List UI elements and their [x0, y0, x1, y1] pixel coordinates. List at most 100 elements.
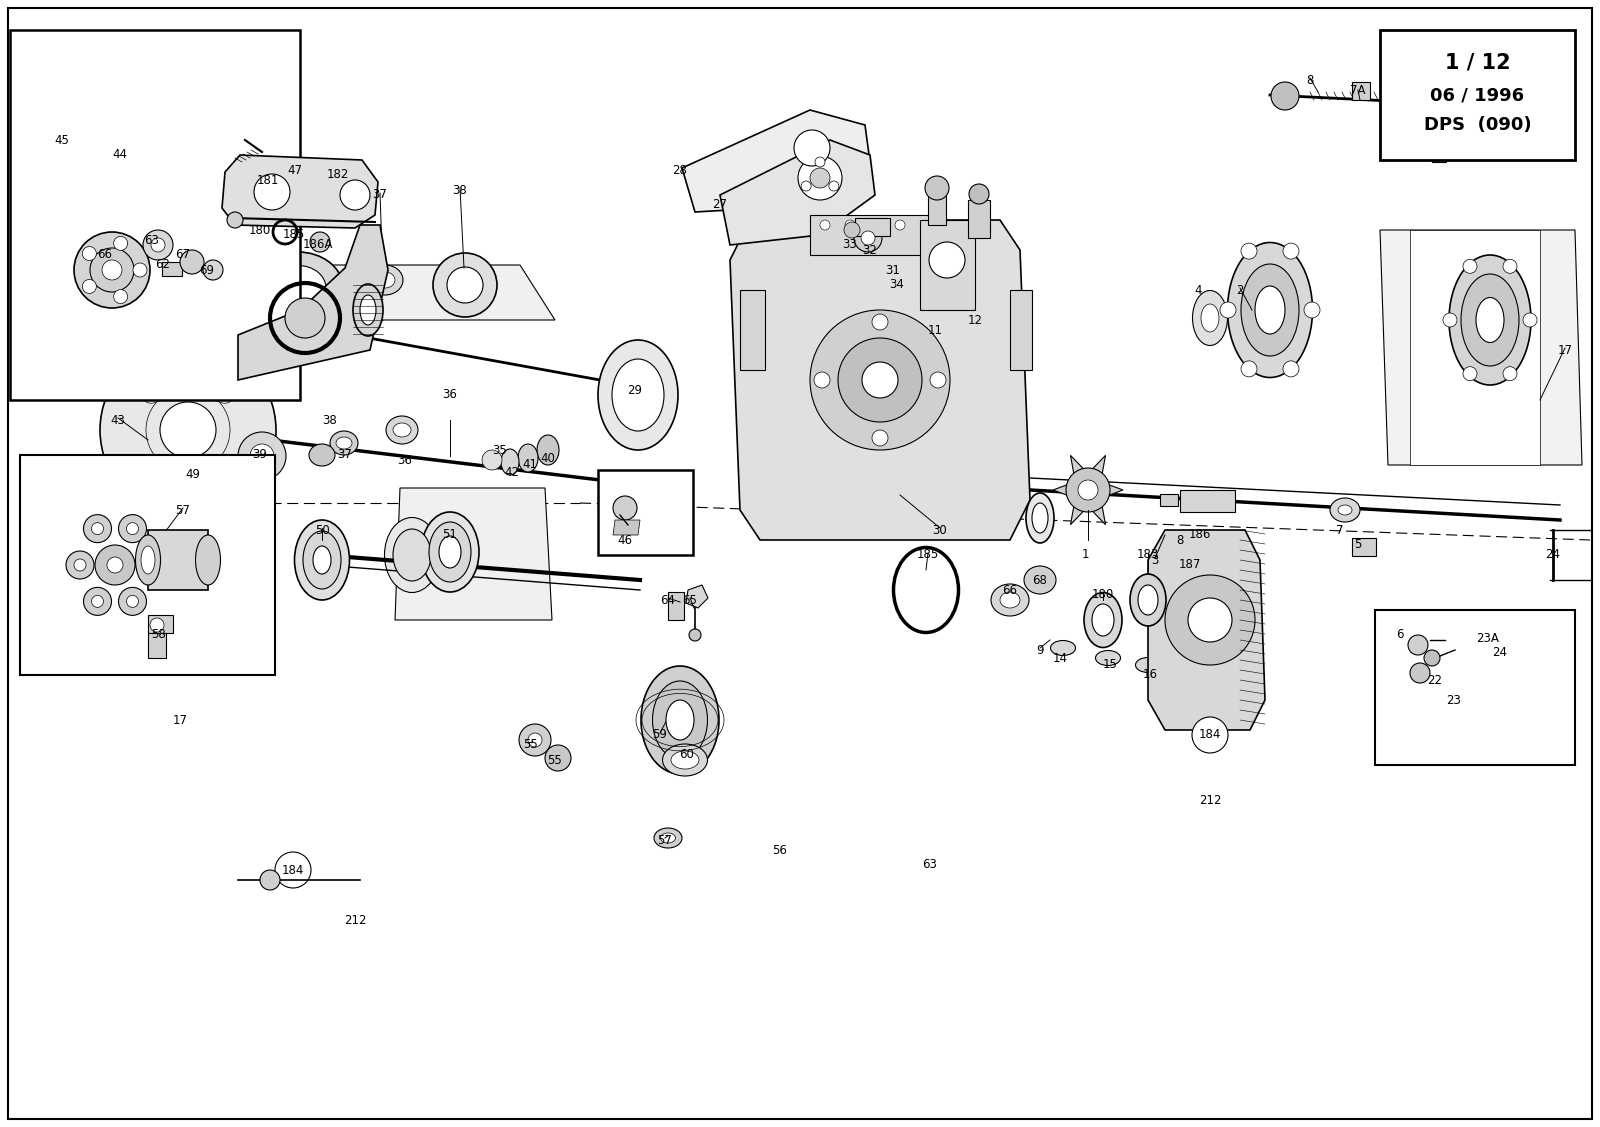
- Text: 42: 42: [504, 465, 520, 479]
- Circle shape: [1078, 480, 1098, 500]
- Circle shape: [1502, 259, 1517, 274]
- Ellipse shape: [136, 535, 160, 585]
- Circle shape: [854, 224, 882, 252]
- Text: 11: 11: [928, 323, 942, 337]
- Text: 49: 49: [186, 469, 200, 481]
- Circle shape: [142, 230, 173, 260]
- Circle shape: [862, 362, 898, 398]
- Ellipse shape: [1026, 492, 1054, 543]
- Circle shape: [894, 220, 906, 230]
- Text: 212: 212: [344, 914, 366, 926]
- Circle shape: [275, 852, 310, 888]
- Polygon shape: [720, 140, 875, 245]
- Polygon shape: [238, 225, 387, 380]
- Circle shape: [82, 279, 96, 293]
- Ellipse shape: [1461, 274, 1518, 366]
- Circle shape: [1462, 259, 1477, 274]
- Ellipse shape: [661, 833, 675, 843]
- Text: 1 / 12: 1 / 12: [1445, 52, 1510, 72]
- Text: 33: 33: [843, 239, 858, 251]
- Circle shape: [214, 456, 235, 477]
- Text: 17: 17: [173, 713, 187, 727]
- Text: 36: 36: [397, 453, 413, 467]
- Text: 181: 181: [258, 174, 278, 186]
- Circle shape: [1408, 635, 1429, 655]
- Ellipse shape: [394, 423, 411, 437]
- Circle shape: [144, 559, 157, 571]
- Circle shape: [254, 174, 290, 210]
- Text: 55: 55: [523, 738, 538, 752]
- Circle shape: [179, 250, 205, 274]
- Bar: [598, 470, 693, 554]
- Text: 63: 63: [144, 233, 160, 247]
- Text: 35: 35: [493, 444, 507, 456]
- Text: 6: 6: [1421, 139, 1429, 151]
- Bar: [810, 215, 930, 255]
- Circle shape: [54, 263, 69, 277]
- Ellipse shape: [1000, 592, 1021, 607]
- Text: 2: 2: [1237, 284, 1243, 296]
- Ellipse shape: [1024, 566, 1056, 594]
- Ellipse shape: [270, 266, 326, 311]
- Ellipse shape: [653, 681, 707, 758]
- Circle shape: [118, 587, 147, 615]
- Circle shape: [1462, 366, 1477, 381]
- Text: 32: 32: [862, 243, 877, 257]
- Text: 36: 36: [443, 389, 458, 401]
- Circle shape: [1443, 313, 1458, 327]
- Text: 7A: 7A: [1350, 83, 1366, 97]
- Circle shape: [126, 523, 139, 534]
- Circle shape: [203, 260, 222, 279]
- Text: 180: 180: [1091, 588, 1114, 602]
- Ellipse shape: [518, 444, 538, 472]
- Circle shape: [819, 220, 830, 230]
- Ellipse shape: [1202, 304, 1219, 332]
- Circle shape: [1424, 650, 1440, 666]
- Text: 38: 38: [453, 184, 467, 196]
- Circle shape: [82, 247, 96, 260]
- Text: 57: 57: [176, 504, 190, 516]
- Circle shape: [99, 341, 277, 518]
- Circle shape: [74, 559, 86, 571]
- Text: 23A: 23A: [1477, 631, 1499, 645]
- Circle shape: [94, 545, 134, 585]
- Text: 31: 31: [885, 264, 901, 276]
- Text: 5: 5: [1354, 539, 1362, 551]
- Bar: [147, 633, 166, 658]
- Circle shape: [125, 277, 141, 293]
- Circle shape: [285, 298, 325, 338]
- Text: 16: 16: [1142, 668, 1157, 682]
- Text: 7: 7: [1336, 524, 1344, 536]
- Circle shape: [114, 290, 128, 303]
- Bar: [1160, 494, 1178, 506]
- Ellipse shape: [1091, 604, 1114, 636]
- Circle shape: [434, 252, 498, 317]
- Text: 3: 3: [1152, 553, 1158, 567]
- Text: 8: 8: [1306, 73, 1314, 87]
- Ellipse shape: [501, 449, 518, 474]
- Circle shape: [91, 523, 104, 534]
- Text: 38: 38: [323, 414, 338, 426]
- Ellipse shape: [598, 340, 678, 450]
- Circle shape: [1410, 663, 1430, 683]
- Circle shape: [872, 314, 888, 330]
- Circle shape: [930, 242, 965, 278]
- Polygon shape: [1102, 482, 1123, 498]
- Text: 182: 182: [326, 169, 349, 181]
- Ellipse shape: [1051, 640, 1075, 656]
- Bar: [854, 218, 890, 236]
- Text: 14: 14: [1053, 651, 1067, 665]
- Circle shape: [141, 383, 162, 403]
- Bar: [1432, 140, 1446, 162]
- Ellipse shape: [1450, 255, 1531, 385]
- Ellipse shape: [354, 284, 382, 336]
- Ellipse shape: [1192, 291, 1227, 346]
- Polygon shape: [686, 585, 707, 607]
- Polygon shape: [1053, 482, 1074, 498]
- Circle shape: [238, 432, 286, 480]
- Circle shape: [925, 176, 949, 199]
- Ellipse shape: [1032, 503, 1048, 533]
- Text: 45: 45: [54, 133, 69, 147]
- Circle shape: [794, 130, 830, 166]
- Bar: [1352, 82, 1370, 100]
